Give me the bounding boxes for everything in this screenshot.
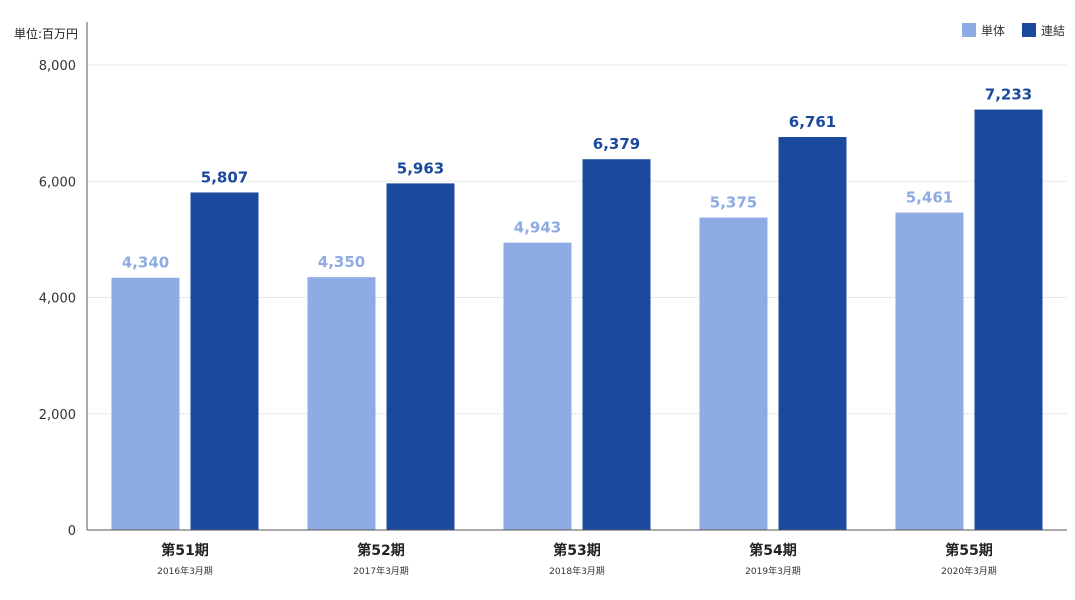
x-sub-label: 2020年3月期 [941,565,997,577]
data-label: 4,340 [122,254,169,272]
legend-label: 単体 [981,24,1005,38]
bar-consolidated [778,137,847,530]
data-label: 6,379 [593,135,640,153]
x-category-label: 第54期 [749,542,796,559]
data-label: 5,461 [906,189,953,207]
data-label: 4,943 [514,219,561,237]
legend-swatch [962,23,976,37]
legend: 単体 連結 [962,23,1065,38]
y-tick-label: 6,000 [39,175,76,190]
x-sub-label: 2019年3月期 [745,565,801,577]
data-label: 6,761 [789,113,836,131]
y-tick-label: 2,000 [39,408,76,423]
data-label: 5,963 [397,159,444,177]
legend-label: 連結 [1041,24,1065,38]
bar-consolidated [974,109,1043,530]
bar-consolidated [582,159,651,530]
x-sub-label: 2016年3月期 [157,565,213,577]
bar-single [895,212,964,530]
bar-single [503,242,572,531]
x-category-label: 第55期 [945,542,992,559]
bar-consolidated [190,192,259,530]
bar-single [307,277,376,530]
x-sub-label: 2018年3月期 [549,565,605,577]
y-tick-label: 4,000 [39,292,76,307]
data-label: 7,233 [985,86,1032,104]
data-label: 4,350 [318,253,365,271]
y-tick-label: 0 [68,524,76,539]
data-label: 5,375 [710,194,757,212]
y-tick-label: 8,000 [39,59,76,74]
data-label: 5,807 [201,168,248,186]
bar-single [699,217,768,530]
bar-consolidated [386,183,455,530]
bars: 4,340 5,807 4,350 5,963 4,943 6,379 5,375 6,761… [111,86,1043,531]
unit-label: 単位:百万円 [14,26,78,41]
x-category-label: 第53期 [553,542,600,559]
x-sub-label: 2017年3月期 [353,565,409,577]
legend-swatch [1022,23,1036,37]
x-category-label: 第51期 [161,542,208,559]
x-axis: 第51期 2016年3月期 第52期 2017年3月期 第53期 2018年3月期 第54期… [87,529,1067,577]
y-axis: 0 2,000 4,000 6,000 8,000 [39,22,88,539]
x-category-label: 第52期 [357,542,404,559]
bar-single [111,277,180,530]
